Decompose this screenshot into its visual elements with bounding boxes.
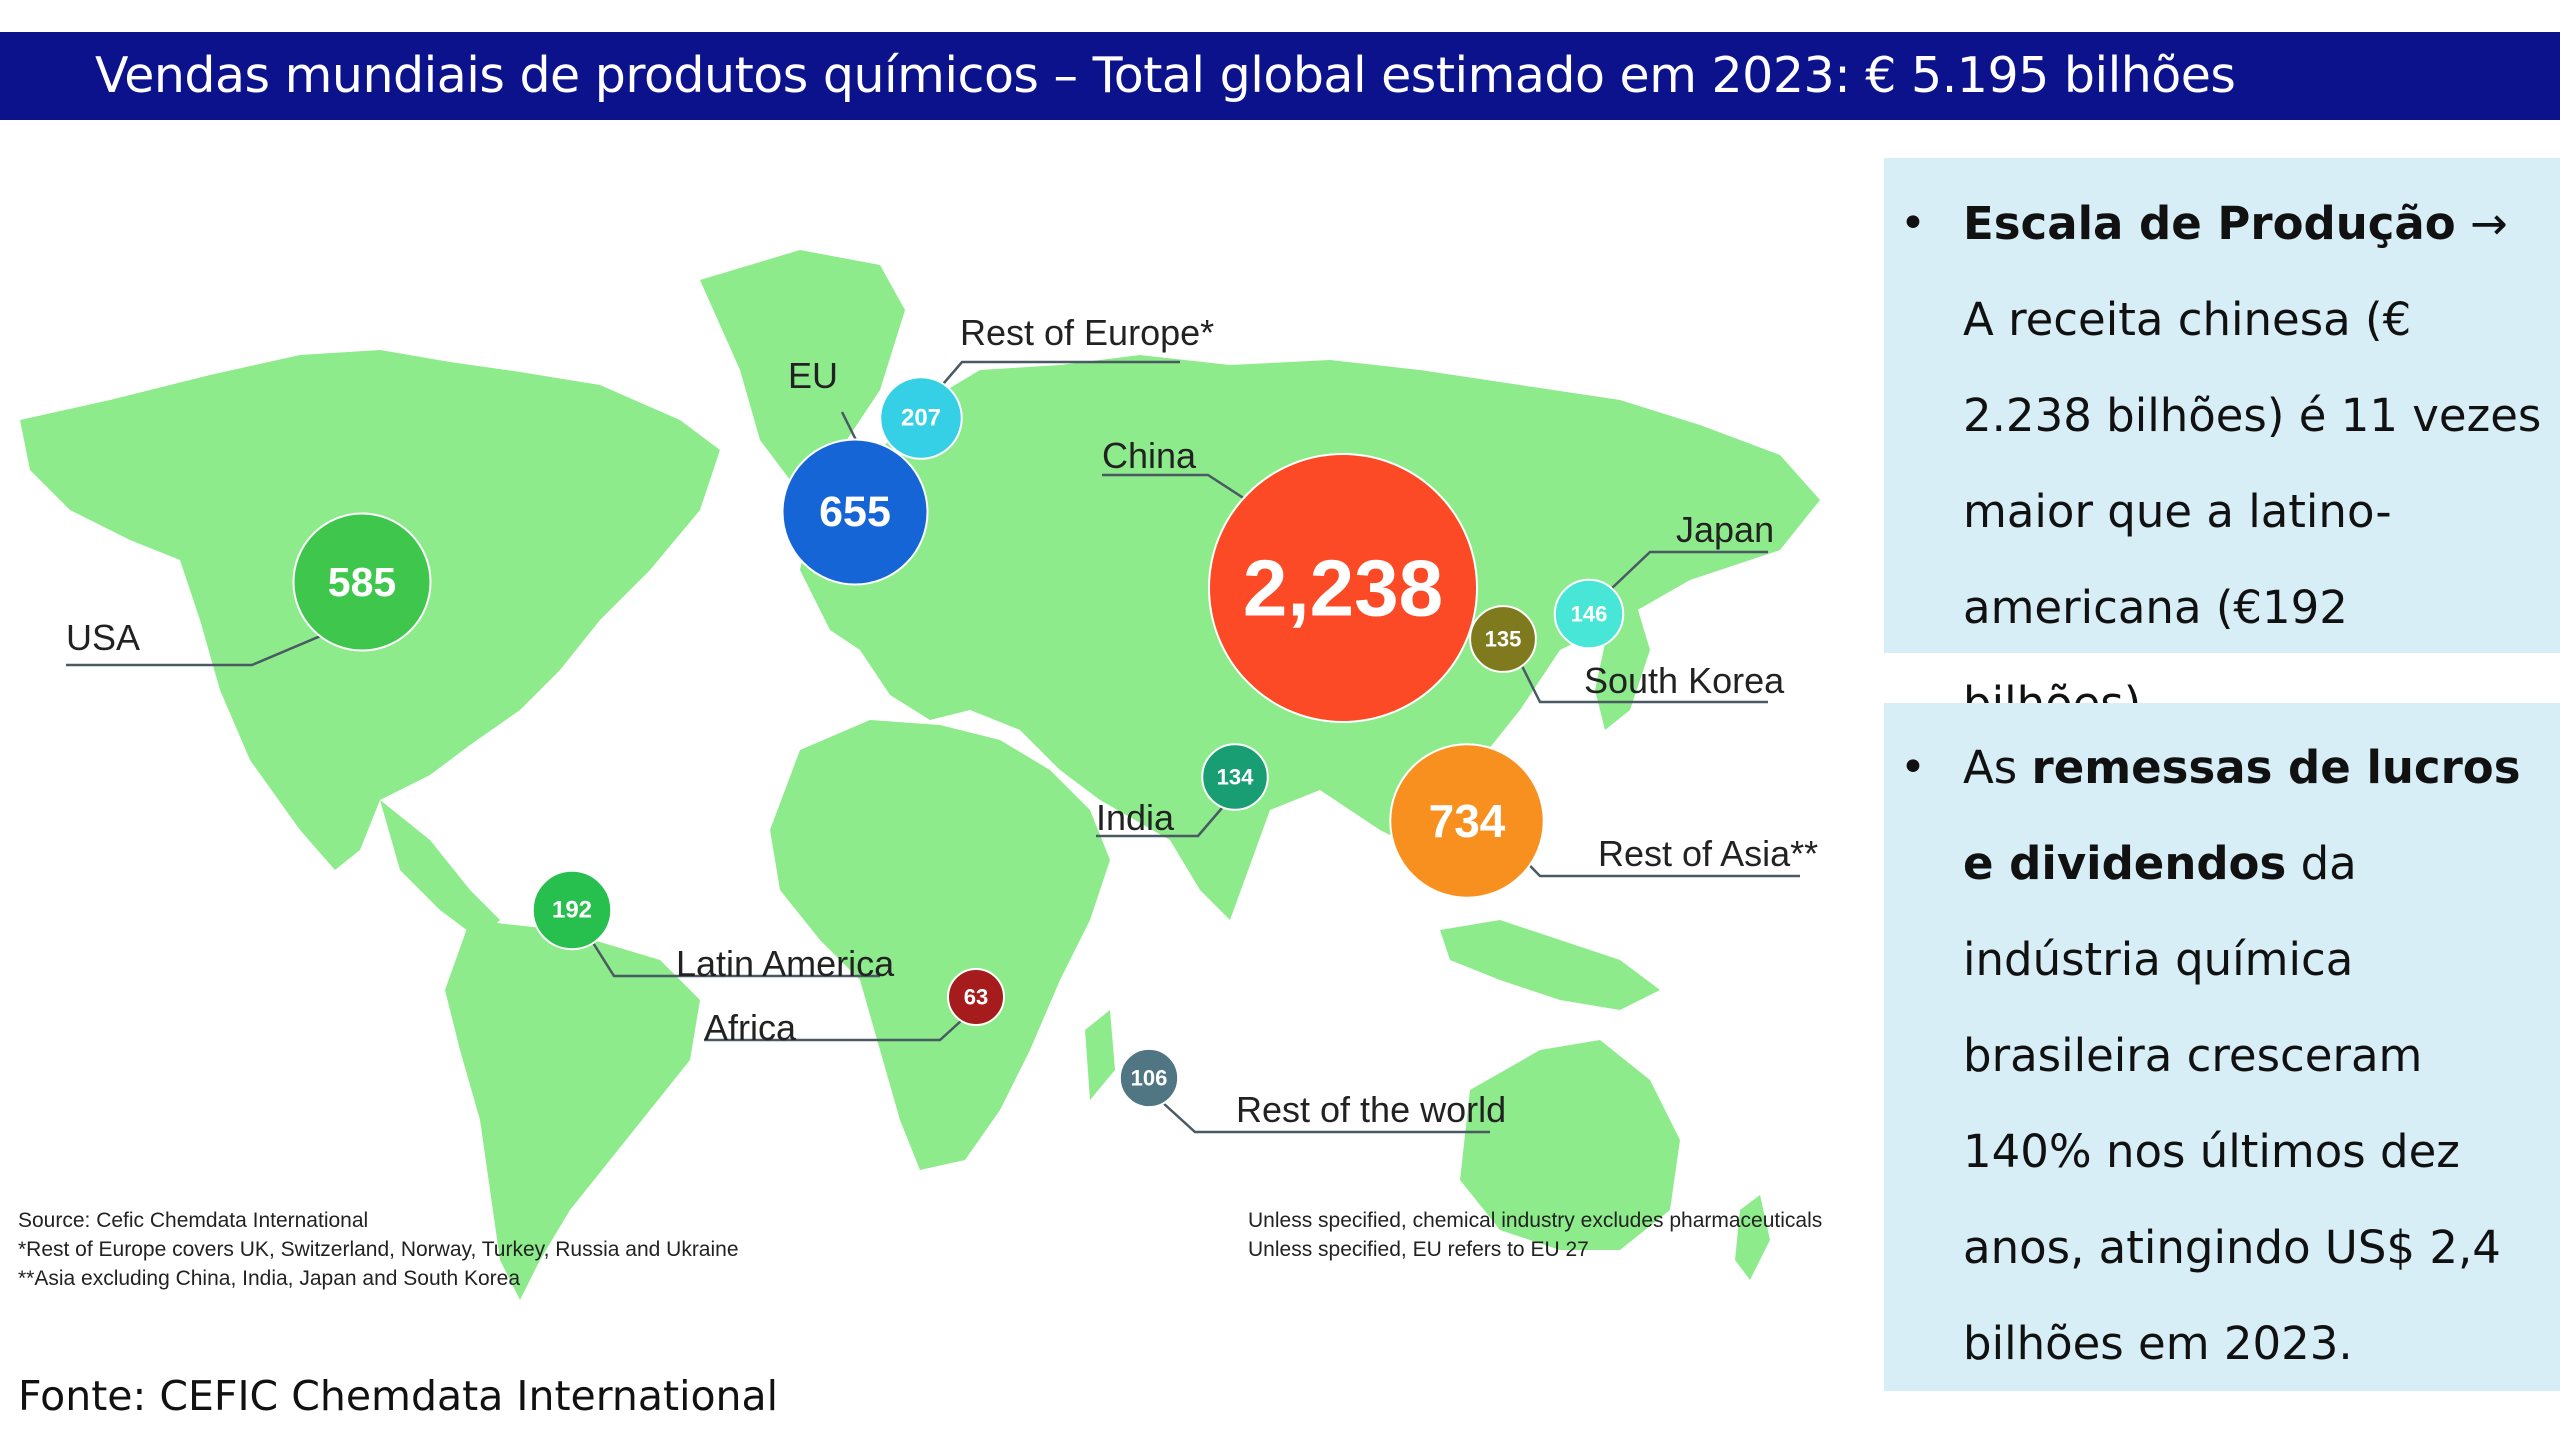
bubble-value-latin-america: 192	[552, 897, 592, 924]
region-label-south-korea: South Korea	[1584, 660, 1785, 701]
region-label-latin-america: Latin America	[676, 943, 895, 984]
land-africa	[770, 720, 1110, 1170]
bubble-eu	[781, 438, 929, 586]
land-south-america	[445, 920, 700, 1300]
bubble-china	[1208, 453, 1478, 723]
info-box-remittances	[1884, 703, 2560, 1391]
leader-line-rest-of-the-world	[1161, 1101, 1490, 1134]
region-label-rest-of-asia: Rest of Asia**	[1598, 833, 1818, 874]
note-source: Source: Cefic Chemdata International	[18, 1209, 369, 1232]
box1-body: A receita chinesa (€ 2.238 bilhões) é 11…	[1963, 293, 2542, 730]
bubble-rest-of-the-world	[1118, 1047, 1180, 1109]
bubble-value-rest-of-europe: 207	[901, 405, 941, 432]
region-label-rest-of-europe: Rest of Europe*	[960, 312, 1214, 353]
region-label-rest-of-the-world: Rest of the world	[1236, 1089, 1506, 1130]
leader-line-rest-of-europe	[937, 360, 1180, 391]
bubble-value-rest-of-asia: 734	[1429, 795, 1506, 847]
region-label-usa: USA	[66, 617, 140, 658]
bubble-value-japan: 146	[1571, 602, 1608, 627]
bullet-2: •	[1900, 742, 1926, 793]
bubble-value-eu: 655	[819, 488, 891, 536]
box1-text: Escala de Produção → A receita chinesa (…	[1963, 176, 2548, 752]
box1-arrow: →	[2455, 197, 2508, 250]
region-label-japan: Japan	[1676, 509, 1774, 550]
bubbles: 585 655 207 2,238 146 135 134 734 192 63 106	[292, 376, 1625, 1109]
page-title: Vendas mundiais de produtos químicos – T…	[95, 47, 2236, 104]
leader-line-africa	[704, 1019, 963, 1042]
leader-line-usa	[66, 630, 331, 667]
note-rest-of-asia: **Asia excluding China, India, Japan and…	[18, 1267, 521, 1290]
land-new-zealand	[1735, 1195, 1770, 1280]
leader-line-japan	[1609, 550, 1768, 591]
bubble-value-usa: 585	[328, 559, 396, 605]
region-label-china: China	[1102, 435, 1197, 476]
note-pharma: Unless specified, chemical industry excl…	[1248, 1209, 1823, 1232]
info-box-production-scale	[1884, 158, 2560, 653]
bubble-value-south-korea: 135	[1485, 627, 1522, 652]
land-madagascar	[1085, 1010, 1115, 1100]
bubble-value-india: 134	[1217, 765, 1254, 790]
bubble-africa	[947, 968, 1005, 1026]
leader-line-latin-america	[588, 937, 880, 978]
region-label-eu: EU	[788, 355, 838, 396]
bubble-india	[1201, 743, 1269, 811]
region-label-africa: Africa	[704, 1007, 797, 1048]
region-label-india: India	[1096, 797, 1175, 838]
land-sea-islands	[1440, 920, 1660, 1010]
bubble-value-africa: 63	[964, 985, 988, 1010]
note-eu27: Unless specified, EU refers to EU 27	[1248, 1238, 1589, 1261]
bubble-value-china: 2,238	[1243, 544, 1443, 633]
region-labels: USA EU Rest of Europe* China Japan South Kore…	[66, 312, 1818, 1130]
world-map-chart: 585 655 207 2,238 146 135 134 734 192 63 106 USA EU…	[0, 150, 1860, 1310]
bubble-japan	[1553, 578, 1625, 650]
bubble-rest-of-asia	[1389, 743, 1545, 899]
bubble-value-rest-of-the-world: 106	[1131, 1066, 1168, 1091]
note-rest-of-europe: *Rest of Europe covers UK, Switzerland, …	[18, 1238, 739, 1261]
map-svg: 585 655 207 2,238 146 135 134 734 192 63 106 USA EU…	[20, 250, 1820, 1300]
box2-bold: remessas de lucros e dividendos	[1963, 741, 2521, 890]
box2-pre: As	[1963, 741, 2032, 794]
bubble-south-korea	[1469, 605, 1537, 673]
leader-line-india	[1096, 807, 1223, 838]
bubble-rest-of-europe	[879, 376, 963, 460]
bullet-1: •	[1900, 198, 1926, 249]
land-australia	[1460, 1040, 1680, 1250]
box2-text: As remessas de lucros e dividendos da in…	[1963, 720, 2548, 1392]
title-bar: Vendas mundiais de produtos químicos – T…	[0, 32, 2560, 120]
box2-body: da indústria química brasileira crescera…	[1963, 837, 2501, 1370]
bubble-latin-america	[531, 869, 613, 951]
bubble-usa	[292, 512, 432, 652]
land-greenland	[700, 250, 905, 480]
leader-line-south-korea	[1518, 661, 1768, 704]
box1-bold: Escala de Produção	[1963, 197, 2456, 250]
source-credit: Fonte: CEFIC Chemdata International	[18, 1372, 779, 1420]
land-central-america	[380, 800, 500, 940]
